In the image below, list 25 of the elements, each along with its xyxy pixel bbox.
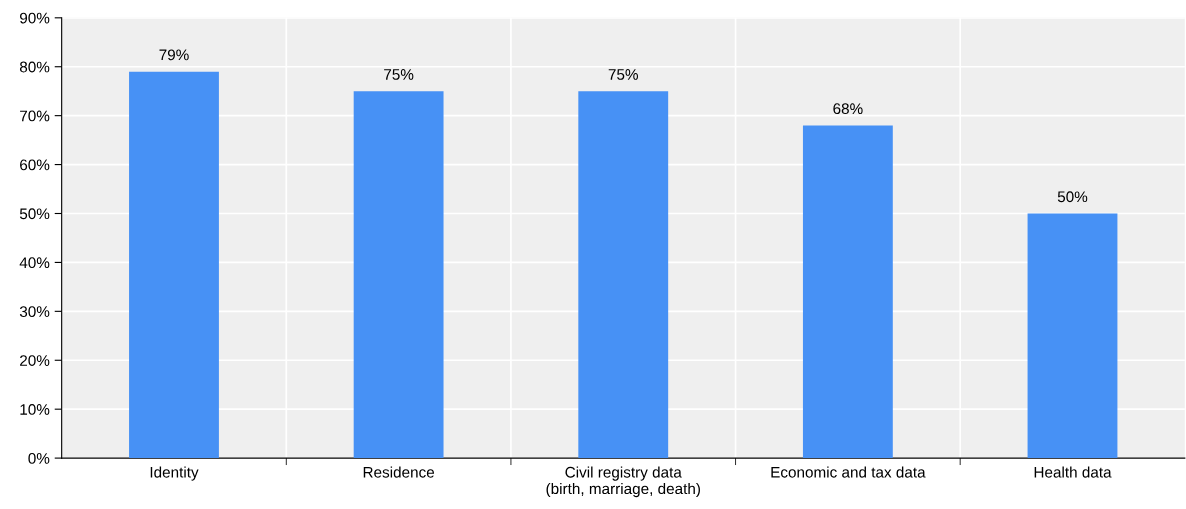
bar (1027, 213, 1118, 459)
x-tick-label: Health data (1034, 466, 1112, 478)
y-tick-label: 40% (19, 257, 50, 269)
y-tick-label: 80% (19, 61, 50, 73)
bar (802, 125, 893, 459)
y-tick-label: 60% (20, 159, 50, 171)
x-tick-label: Economic and tax data (771, 466, 926, 478)
x-tick-label: Identity (150, 466, 199, 481)
y-tick-label: 10% (20, 404, 50, 415)
x-tick-label: Residence (363, 466, 435, 478)
data-label: 68% (833, 103, 863, 115)
y-tick-label: 90% (20, 12, 50, 24)
y-tick-label: 70% (20, 110, 50, 122)
data-label: 79% (159, 49, 189, 61)
x-tick-label: Civil registry data (birth, marriage, death) (546, 466, 700, 498)
bar (578, 91, 669, 459)
y-tick-label: 30% (19, 306, 50, 318)
bar (353, 91, 444, 459)
y-tick-label: 50% (19, 208, 50, 220)
bar (129, 71, 219, 459)
data-label: 50% (1057, 191, 1088, 203)
y-tick-label: 20% (20, 355, 50, 366)
data-label: 75% (608, 69, 638, 80)
y-tick-label: 0% (28, 452, 50, 464)
data-label: 75% (384, 69, 414, 80)
